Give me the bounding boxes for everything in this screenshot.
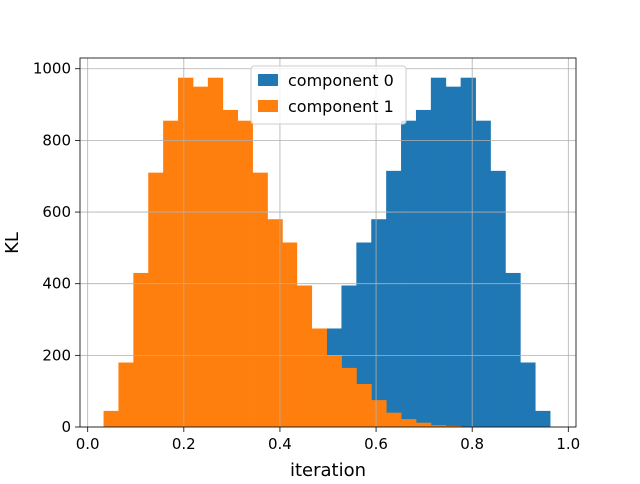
bar-series-1-bin-8 bbox=[222, 109, 239, 428]
bar-series-0-bin-6 bbox=[371, 219, 387, 427]
legend: component 0 component 1 bbox=[250, 65, 407, 125]
bar-series-1-bin-19 bbox=[386, 412, 402, 427]
axes-frame bbox=[79, 57, 577, 428]
bar-series-0-bin-8 bbox=[401, 120, 417, 427]
y-tick-label-5: 1000 bbox=[33, 60, 71, 78]
legend-frame bbox=[250, 65, 407, 125]
x-tick-label-3: 0.6 bbox=[364, 435, 388, 453]
axes-layer bbox=[79, 57, 577, 428]
y-tick-label-3: 600 bbox=[42, 203, 71, 221]
bar-series-0-bin-7 bbox=[386, 170, 402, 427]
ticks-layer: 0.0 0.2 0.4 0.6 0.8 1.0 0 200 400 600 800 1000 bbox=[33, 60, 580, 453]
bar-series-1-bin-3 bbox=[148, 172, 164, 427]
bar-series-1-bin-7 bbox=[207, 77, 224, 427]
bar-series-1-bin-18 bbox=[371, 400, 387, 427]
x-axis-label: iteration bbox=[290, 460, 366, 480]
bar-series-1-bin-9 bbox=[237, 120, 253, 427]
bar-series-1-bin-5 bbox=[178, 77, 194, 427]
bar-series-1-bin-2 bbox=[133, 272, 149, 427]
bar-series-0-bin-16 bbox=[520, 362, 536, 427]
bar-series-1-bin-15 bbox=[326, 355, 342, 427]
bar-series-0-bin-14 bbox=[490, 170, 506, 427]
y-tick-label-0: 0 bbox=[61, 418, 71, 436]
bar-series-1-bin-17 bbox=[356, 384, 372, 427]
y-tick-label-2: 400 bbox=[42, 275, 71, 293]
y-tick-label-4: 800 bbox=[42, 131, 71, 149]
bar-series-1-bin-22 bbox=[430, 425, 447, 427]
bar-series-0-bin-13 bbox=[475, 120, 491, 427]
legend-swatch-component-1 bbox=[258, 100, 278, 112]
bar-series-0-bin-9 bbox=[415, 109, 432, 428]
bar-series-1-bin-1 bbox=[118, 362, 134, 427]
bar-series-1-bin-4 bbox=[163, 120, 179, 427]
x-tick-label-2: 0.4 bbox=[268, 435, 292, 453]
bar-series-1-bin-12 bbox=[282, 242, 298, 427]
bars-layer bbox=[103, 77, 551, 428]
bar-series-1-bin-10 bbox=[252, 172, 268, 427]
x-tick-label-4: 0.8 bbox=[460, 435, 484, 453]
bar-series-1-bin-6 bbox=[192, 86, 209, 428]
y-tick-label-1: 200 bbox=[42, 346, 71, 364]
bar-series-1-bin-13 bbox=[296, 285, 313, 427]
bar-series-1-bin-20 bbox=[401, 419, 417, 427]
bar-series-1-bin-14 bbox=[311, 328, 327, 427]
bar-series-1-bin-0 bbox=[103, 410, 119, 427]
bar-series-0-bin-17 bbox=[535, 410, 551, 427]
x-tick-label-5: 1.0 bbox=[556, 435, 580, 453]
bar-series-0-bin-11 bbox=[445, 86, 462, 428]
bar-series-1-bin-21 bbox=[415, 422, 432, 427]
bar-series-0-bin-15 bbox=[505, 272, 521, 427]
x-tick-label-1: 0.2 bbox=[172, 435, 196, 453]
x-tick-label-0: 0.0 bbox=[76, 435, 100, 453]
bar-series-0-bin-5 bbox=[356, 242, 372, 427]
legend-label-component-0: component 0 bbox=[288, 71, 394, 90]
bar-series-1-bin-23 bbox=[445, 425, 462, 427]
bar-series-1-bin-11 bbox=[267, 219, 283, 427]
y-axis-label: KL bbox=[2, 232, 23, 254]
bar-series-0-bin-12 bbox=[460, 77, 476, 427]
legend-label-component-1: component 1 bbox=[288, 97, 394, 116]
legend-swatch-component-0 bbox=[258, 74, 278, 86]
bar-series-1-bin-16 bbox=[341, 367, 357, 427]
bar-series-0-bin-10 bbox=[430, 77, 447, 427]
